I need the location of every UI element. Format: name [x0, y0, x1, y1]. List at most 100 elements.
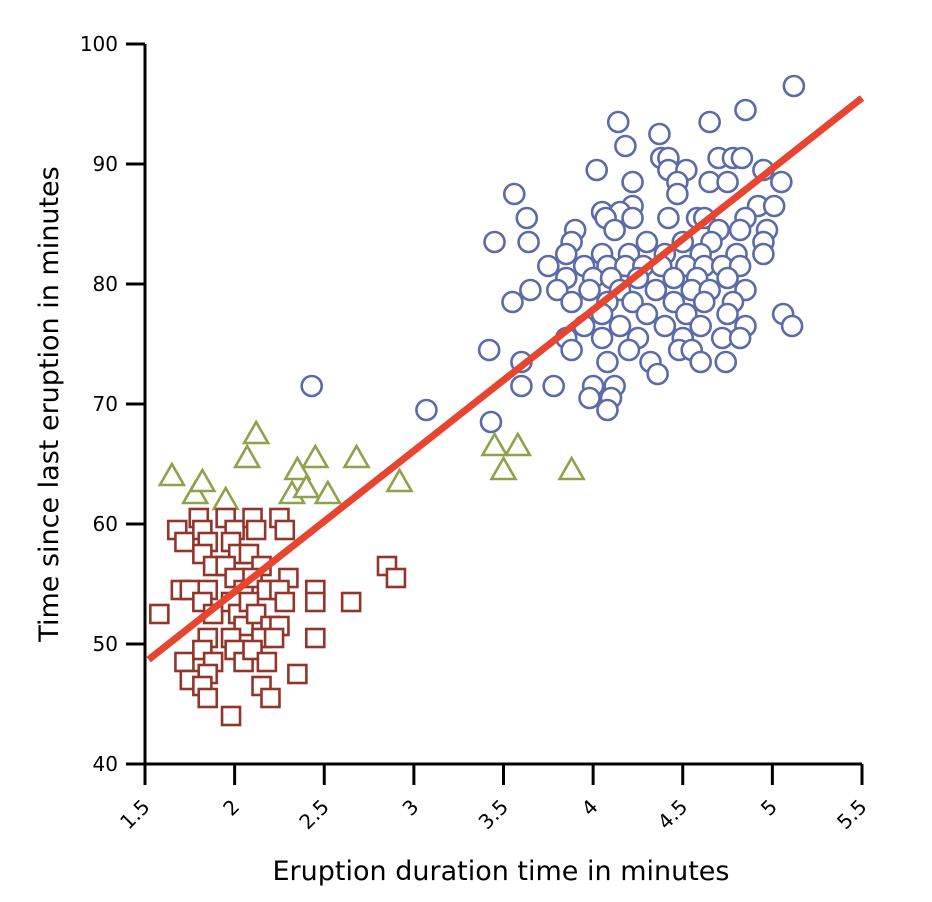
square-point-2-46 [256, 651, 278, 673]
circle-point-0-97 [590, 326, 614, 350]
triangle-point-1-8 [292, 473, 321, 499]
circle-point-0-67 [662, 266, 686, 290]
circle-point-0-78 [501, 290, 524, 314]
circle-point-0-42 [635, 230, 659, 254]
circle-point-0-21 [666, 182, 689, 206]
square-point-2-50 [274, 519, 296, 541]
square-point-2-34 [220, 705, 242, 727]
x-tick-label-5: 4 [577, 795, 603, 821]
square-point-2-62 [385, 567, 407, 589]
triangle-point-1-10 [313, 479, 343, 505]
x-tick-label-2: 2.5 [294, 795, 333, 834]
circle-point-0-1 [734, 98, 757, 122]
triangle-point-1-14 [489, 455, 518, 481]
circle-point-0-29 [621, 206, 644, 230]
circle-point-0-16 [621, 170, 644, 194]
x-tick-label-4: 3.5 [474, 795, 513, 834]
triangle-point-1-3 [211, 485, 240, 511]
circle-point-0-79 [560, 290, 583, 314]
circle-point-0-72 [578, 278, 601, 302]
circle-point-0-40 [517, 230, 540, 254]
triangle-point-1-9 [301, 443, 330, 469]
square-point-2-56 [287, 663, 308, 685]
data-points [149, 74, 806, 727]
circle-point-0-10 [730, 146, 754, 170]
triangle-point-1-13 [480, 431, 509, 457]
x-tick-label-3: 3 [397, 795, 423, 821]
circle-point-0-121 [415, 398, 438, 422]
triangle-point-1-5 [241, 419, 271, 445]
circle-point-0-2 [606, 110, 630, 134]
circle-point-0-87 [675, 302, 698, 326]
circle-point-0-95 [780, 314, 804, 338]
triangle-point-1-15 [503, 431, 533, 457]
circle-point-0-122 [479, 410, 503, 434]
triangle-point-1-16 [557, 455, 586, 481]
circle-point-0-120 [300, 374, 324, 398]
triangle-point-1-0 [157, 461, 187, 487]
circle-point-0-46 [554, 242, 578, 266]
circle-point-0-104 [617, 338, 641, 362]
circle-point-0-81 [621, 290, 644, 314]
square-point-2-48 [260, 687, 281, 709]
y-axis-title: Time since last eruption in minutes [34, 166, 65, 642]
circle-point-0-27 [515, 206, 539, 230]
y-tick-label-5: 90 [93, 152, 118, 176]
circle-point-0-34 [728, 218, 752, 242]
circle-point-0-112 [646, 362, 669, 386]
circle-point-0-4 [698, 110, 721, 134]
x-tick-label-7: 5 [756, 795, 782, 821]
square-point-2-5 [174, 651, 195, 673]
x-ticks: 1.5 2 2.5 3 3.5 4 4.5 5 5.5 [115, 764, 872, 834]
y-tick-label-3: 70 [93, 392, 118, 416]
circle-point-0-71 [545, 278, 569, 302]
circle-point-0-74 [644, 278, 668, 302]
square-point-2-59 [304, 627, 326, 649]
triangle-point-1-1 [180, 479, 210, 505]
circle-point-0-20 [502, 182, 526, 206]
square-point-2-60 [340, 591, 362, 613]
square-point-2-0 [149, 603, 170, 625]
triangle-point-1-11 [342, 443, 371, 469]
y-tick-label-4: 80 [93, 272, 118, 296]
triangle-point-1-4 [232, 443, 262, 469]
y-tick-label-1: 50 [93, 632, 118, 656]
circle-point-0-3 [648, 122, 671, 146]
trendline [146, 95, 865, 663]
square-point-2-36 [245, 519, 267, 541]
circle-point-0-91 [608, 314, 632, 338]
y-tick-label-2: 60 [93, 512, 118, 536]
circle-point-0-93 [689, 314, 712, 338]
square-point-2-20 [197, 687, 219, 709]
circle-point-0-88 [716, 302, 739, 326]
circle-point-0-69 [716, 266, 739, 290]
x-tick-label-0: 1.5 [115, 795, 154, 834]
circle-point-0-70 [519, 278, 542, 302]
circle-point-0-103 [560, 338, 583, 362]
circle-point-0-24 [762, 194, 786, 218]
square-point-2-2 [174, 531, 195, 553]
x-tick-label-1: 2 [218, 795, 244, 821]
circle-point-0-86 [635, 302, 659, 326]
circle-point-0-19 [716, 170, 739, 194]
circle-point-0-39 [483, 230, 506, 254]
circle-point-0-0 [782, 74, 806, 98]
circle-point-0-83 [692, 290, 716, 314]
triangle-point-1-2 [188, 467, 217, 493]
x-axis-title: Eruption duration time in minutes [273, 856, 730, 887]
circle-point-0-108 [596, 350, 619, 374]
circle-point-0-101 [728, 326, 752, 350]
square-point-2-53 [274, 591, 296, 613]
circle-point-0-114 [542, 374, 565, 398]
circle-point-0-52 [752, 242, 775, 266]
circle-point-0-37 [603, 218, 626, 242]
triangle-point-1-12 [385, 467, 414, 493]
circle-point-0-5 [614, 134, 637, 158]
circle-point-0-119 [596, 398, 619, 422]
triangle-point-1-7 [283, 455, 312, 481]
circle-point-0-102 [477, 338, 501, 362]
circle-point-0-15 [770, 170, 793, 194]
circle-point-0-11 [585, 158, 609, 182]
square-point-2-58 [304, 591, 326, 613]
